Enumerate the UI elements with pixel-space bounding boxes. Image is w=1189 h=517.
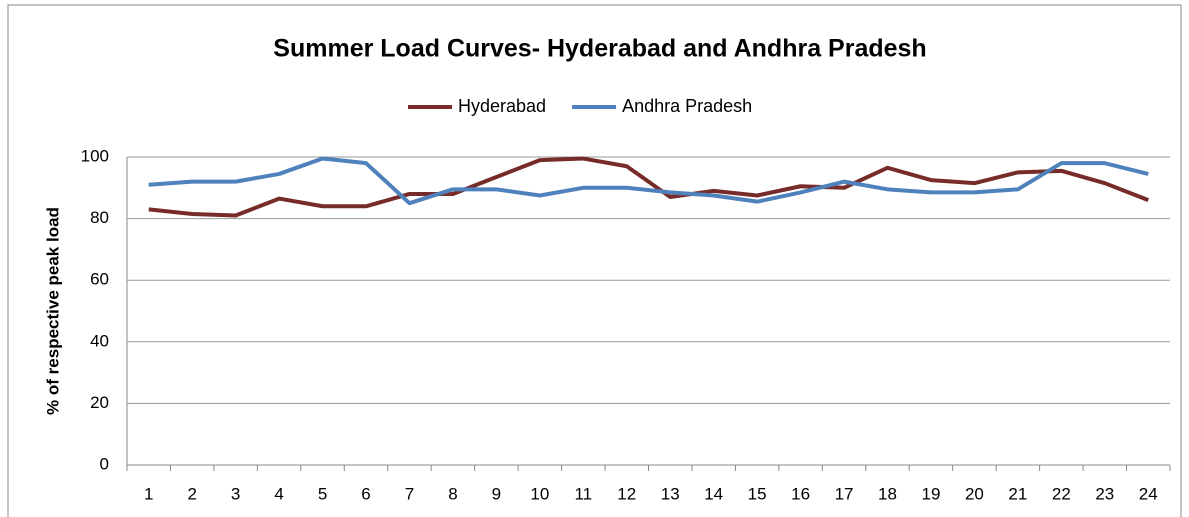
- x-tick-label: 16: [791, 484, 810, 503]
- x-tick-label: 3: [231, 484, 240, 503]
- y-tick-label: 100: [81, 146, 109, 165]
- x-tick-label: 9: [492, 484, 501, 503]
- x-tick-label: 19: [922, 484, 941, 503]
- data-line: [148, 156, 1149, 218]
- x-tick-label: 4: [274, 484, 283, 503]
- x-tick-label: 15: [748, 484, 767, 503]
- x-tick-label: 2: [187, 484, 196, 503]
- x-tick-label: 10: [530, 484, 549, 503]
- data-line: [148, 156, 1149, 206]
- x-tick-label: 17: [835, 484, 854, 503]
- y-tick-label: 80: [90, 208, 109, 227]
- y-tick-label: 40: [90, 331, 109, 350]
- x-tick-label: 5: [318, 484, 327, 503]
- y-tick-label: 0: [100, 454, 109, 473]
- x-tick-label: 22: [1052, 484, 1071, 503]
- x-tick-label: 13: [661, 484, 680, 503]
- x-tick-label: 7: [405, 484, 414, 503]
- x-tick-label: 12: [617, 484, 636, 503]
- x-tick-label: 18: [878, 484, 897, 503]
- x-tick-label: 14: [704, 484, 723, 503]
- chart-title: Summer Load Curves- Hyderabad and Andhra…: [273, 35, 926, 63]
- legend-label: Andhra Pradesh: [622, 96, 752, 116]
- x-tick-label: 23: [1095, 484, 1114, 503]
- y-tick-label: 20: [90, 393, 109, 412]
- x-tick-label: 8: [448, 484, 457, 503]
- y-axis-label: % of respective peak load: [43, 207, 62, 415]
- chart-border: [7, 4, 1182, 517]
- x-tick-label: 21: [1008, 484, 1027, 503]
- x-tick-label: 20: [965, 484, 984, 503]
- x-tick-label: 11: [574, 484, 592, 503]
- x-tick-label: 6: [361, 484, 370, 503]
- x-tick-label: 24: [1139, 484, 1158, 503]
- x-tick-label: 1: [144, 484, 153, 503]
- legend-label: Hyderabad: [458, 96, 546, 116]
- y-tick-label: 60: [90, 270, 109, 289]
